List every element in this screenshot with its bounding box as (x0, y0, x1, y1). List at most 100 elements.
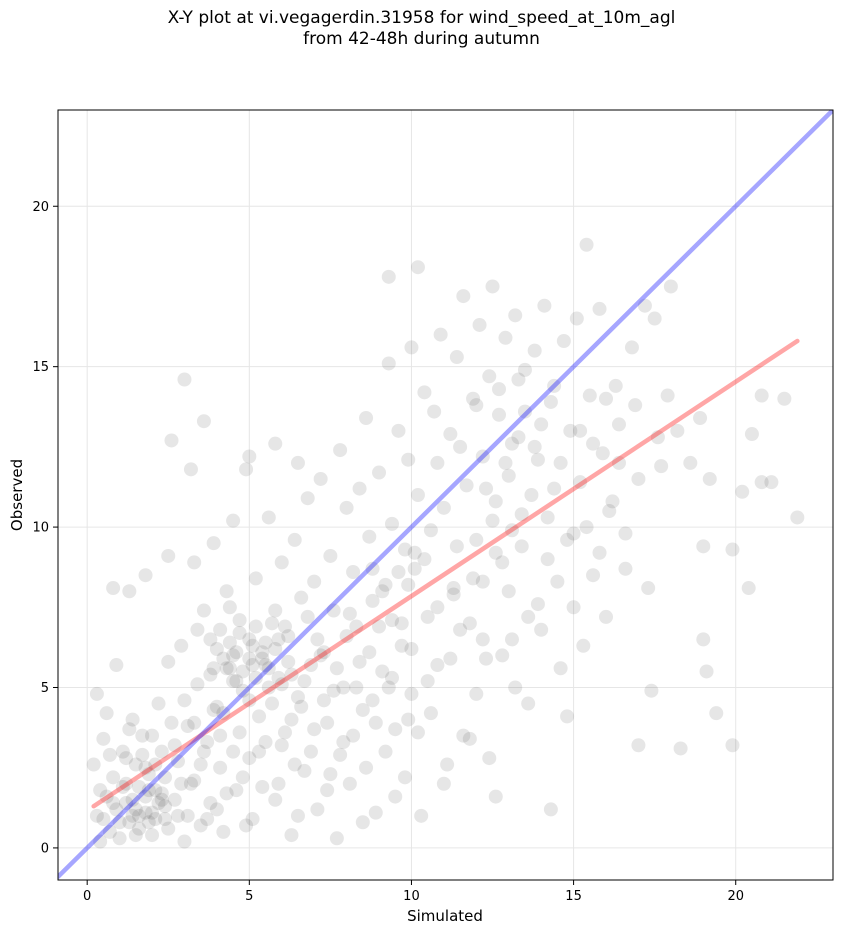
scatter-point (459, 478, 474, 493)
scatter-point (384, 613, 399, 628)
scatter-point (741, 581, 756, 596)
scatter-point (271, 632, 286, 647)
scatter-point (644, 683, 659, 698)
scatter-point (456, 728, 471, 743)
scatter-point (683, 455, 698, 470)
scatter-point (410, 488, 425, 502)
scatter-point (404, 686, 419, 701)
scatter-point (135, 728, 150, 743)
scatter-point (543, 802, 558, 817)
scatter-point (232, 613, 247, 628)
scatter-point (265, 616, 280, 631)
scatter-point (245, 812, 260, 827)
scatter-point (631, 471, 646, 486)
scatter-point (602, 504, 617, 519)
scatter-point (216, 651, 231, 666)
scatter-point (336, 735, 351, 750)
scatter-point (115, 744, 130, 759)
scatter-point (540, 510, 555, 525)
scatter-point (222, 635, 237, 650)
scatter-point (365, 593, 380, 608)
scatter-point (410, 725, 425, 740)
scatter-point (391, 423, 406, 438)
scatter-point (346, 565, 361, 579)
scatter-point (440, 757, 455, 772)
scatter-point (391, 565, 406, 579)
scatter-point (466, 571, 481, 586)
scatter-point (219, 661, 234, 676)
scatter-point (492, 407, 507, 422)
y-tick-label: 15 (32, 360, 49, 375)
scatter-point (213, 760, 228, 775)
scatter-point (326, 603, 341, 618)
scatter-point (482, 369, 497, 384)
scatter-point (310, 632, 325, 647)
scatter-point (222, 661, 237, 676)
scatter-point (530, 597, 545, 612)
axis-ticks: 0 5 10 15 20 0 5 10 15 20 (32, 200, 744, 904)
scatter-point (449, 539, 464, 554)
scatter-point (193, 818, 208, 833)
scatter-point (696, 539, 711, 554)
scatter-point (534, 622, 549, 637)
scatter-point (167, 738, 182, 753)
scatter-point (660, 388, 675, 403)
scatter-point (99, 789, 114, 804)
scatter-point (414, 808, 429, 823)
scatter-point (277, 619, 292, 634)
scatter-point (138, 805, 153, 820)
scatter-point (268, 642, 283, 656)
scatter-point (294, 699, 309, 714)
scatter-point (709, 706, 724, 721)
scatter-point (443, 427, 458, 442)
scatter-point (673, 741, 688, 756)
scatter-point (122, 815, 137, 830)
scatter-point (359, 760, 374, 775)
scatter-point (417, 552, 432, 567)
scatter-point (735, 484, 750, 499)
scatter-point (388, 789, 403, 804)
scatter-point (170, 754, 185, 769)
scatter-point (472, 317, 487, 332)
scatter-point (154, 792, 169, 807)
scatter-point (504, 436, 519, 451)
scatter-point (375, 584, 390, 599)
scatter-point (456, 289, 471, 304)
scatter-point (89, 808, 104, 823)
scatter-point (446, 587, 461, 602)
scatter-point (378, 744, 393, 759)
scatter-point (764, 475, 779, 490)
scatter-point (410, 260, 425, 275)
scatter-point (423, 523, 438, 538)
scatter-point (368, 805, 383, 820)
scatter-point (521, 696, 536, 711)
scatter-point (183, 776, 198, 791)
scatter-point (161, 821, 176, 836)
scatter-point (226, 648, 241, 663)
scatter-point (190, 677, 205, 692)
scatter-point (573, 475, 588, 490)
scatter-point (339, 500, 354, 515)
scatter-point (128, 757, 143, 772)
scatter-point (504, 523, 519, 538)
scatter-point (245, 638, 260, 653)
scatter-point (475, 449, 490, 464)
scatter-point (242, 449, 257, 464)
scatter-point (488, 494, 503, 509)
scatter-point (355, 815, 370, 830)
scatter-point (511, 430, 526, 445)
scatter-point (209, 802, 224, 817)
scatter-point (469, 532, 484, 547)
scatter-point (206, 702, 221, 717)
scatter-point (569, 311, 584, 326)
scatter-point (501, 584, 516, 599)
scatter-point (599, 609, 614, 624)
scatter-point (381, 680, 396, 695)
scatter-point (320, 783, 335, 798)
scatter-point (495, 555, 510, 570)
scatter-point (141, 767, 156, 782)
scatter-point (342, 606, 357, 621)
scatter-point (566, 526, 581, 541)
scatter-point (125, 712, 140, 727)
scatter-point (378, 577, 393, 592)
